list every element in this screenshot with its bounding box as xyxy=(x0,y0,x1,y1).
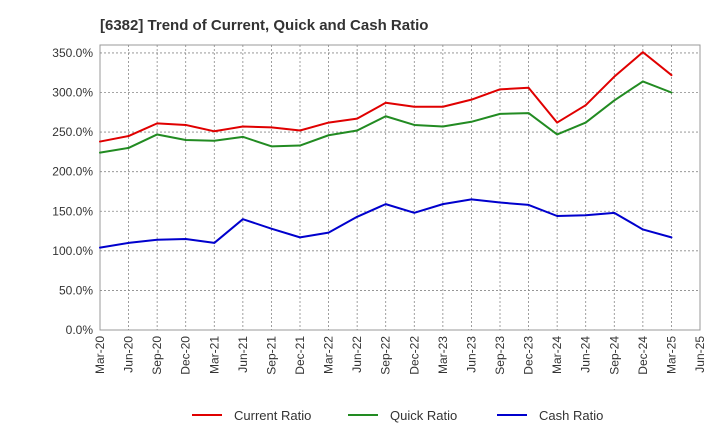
x-tick-label: Sep-20 xyxy=(150,336,164,375)
cash-ratio-legend-label: Cash Ratio xyxy=(539,408,603,423)
x-tick-label: Jun-21 xyxy=(236,336,250,373)
x-tick-label: Jun-20 xyxy=(122,336,136,373)
x-tick-label: Mar-25 xyxy=(664,336,678,374)
plot-area xyxy=(99,44,701,331)
y-tick-label: 0.0% xyxy=(66,323,94,337)
x-tick-label: Jun-22 xyxy=(350,336,364,373)
legend: Current Ratio Quick Ratio Cash Ratio xyxy=(192,408,603,423)
y-tick-label: 50.0% xyxy=(59,283,93,297)
x-tick-label: Mar-23 xyxy=(436,336,450,374)
y-tick-label: 100.0% xyxy=(52,244,93,258)
x-tick-label: Mar-22 xyxy=(322,336,336,374)
current-ratio-line xyxy=(99,51,673,143)
y-axis-ticks: 0.0% 50.0% 100.0% 150.0% 200.0% 250.0% 300.0% 3… xyxy=(52,46,93,337)
chart-title: [6382] Trend of Current, Quick and Cash … xyxy=(100,17,428,34)
x-tick-label: Dec-22 xyxy=(407,336,421,375)
current-ratio-legend-label: Current Ratio xyxy=(234,408,311,423)
grid-lines xyxy=(100,45,700,330)
y-tick-label: 350.0% xyxy=(52,46,93,60)
x-axis-ticks: Mar-20 Jun-20 Sep-20 Dec-20 Mar-21 Jun-21 Sep-… xyxy=(93,336,707,375)
quick-ratio-legend-label: Quick Ratio xyxy=(390,408,457,423)
x-tick-label: Jun-23 xyxy=(464,336,478,373)
y-tick-label: 200.0% xyxy=(52,165,93,179)
y-tick-label: 300.0% xyxy=(52,86,93,100)
cash-ratio-line xyxy=(99,198,673,249)
x-tick-label: Sep-24 xyxy=(607,336,621,375)
x-tick-label: Jun-25 xyxy=(693,336,707,373)
x-tick-label: Dec-20 xyxy=(179,336,193,375)
x-tick-label: Dec-21 xyxy=(293,336,307,375)
x-tick-label: Mar-20 xyxy=(93,336,107,374)
x-tick-label: Mar-24 xyxy=(550,336,564,374)
plot-border xyxy=(99,44,701,331)
x-tick-label: Sep-23 xyxy=(493,336,507,375)
x-tick-label: Jun-24 xyxy=(579,336,593,373)
series-lines xyxy=(99,51,673,249)
x-tick-label: Sep-22 xyxy=(379,336,393,375)
y-tick-label: 150.0% xyxy=(52,204,93,218)
x-tick-label: Sep-21 xyxy=(264,336,278,375)
y-tick-label: 250.0% xyxy=(52,125,93,139)
quick-ratio-line xyxy=(99,80,673,154)
x-tick-label: Dec-23 xyxy=(522,336,536,375)
x-tick-label: Mar-21 xyxy=(207,336,221,374)
x-tick-label: Dec-24 xyxy=(636,336,650,375)
